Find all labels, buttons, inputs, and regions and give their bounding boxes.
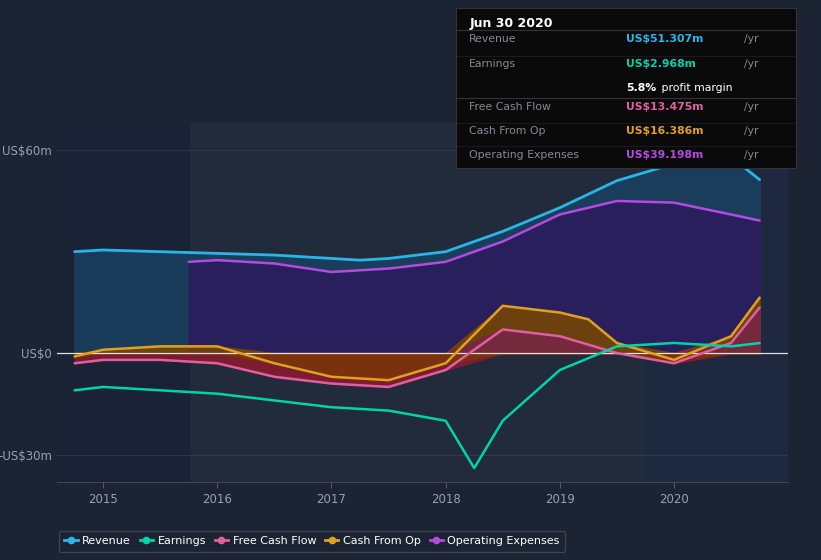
Text: 5.8%: 5.8% <box>626 83 656 92</box>
Text: /yr: /yr <box>744 150 758 160</box>
Bar <box>645 123 788 482</box>
Text: US$16.386m: US$16.386m <box>626 125 704 136</box>
Text: Earnings: Earnings <box>470 59 516 69</box>
Text: /yr: /yr <box>744 102 758 112</box>
Legend: Revenue, Earnings, Free Cash Flow, Cash From Op, Operating Expenses: Revenue, Earnings, Free Cash Flow, Cash … <box>58 530 566 552</box>
Text: US$2.968m: US$2.968m <box>626 59 696 69</box>
Text: Operating Expenses: Operating Expenses <box>470 150 580 160</box>
Text: /yr: /yr <box>744 34 758 44</box>
Text: US$51.307m: US$51.307m <box>626 34 704 44</box>
Text: Revenue: Revenue <box>470 34 516 44</box>
Text: Cash From Op: Cash From Op <box>470 125 546 136</box>
Text: /yr: /yr <box>744 125 758 136</box>
Text: Free Cash Flow: Free Cash Flow <box>470 102 551 112</box>
Text: Jun 30 2020: Jun 30 2020 <box>470 17 553 30</box>
Text: profit margin: profit margin <box>658 83 733 92</box>
Text: US$39.198m: US$39.198m <box>626 150 704 160</box>
Text: /yr: /yr <box>744 59 758 69</box>
Text: US$13.475m: US$13.475m <box>626 102 704 112</box>
Bar <box>57 123 189 482</box>
